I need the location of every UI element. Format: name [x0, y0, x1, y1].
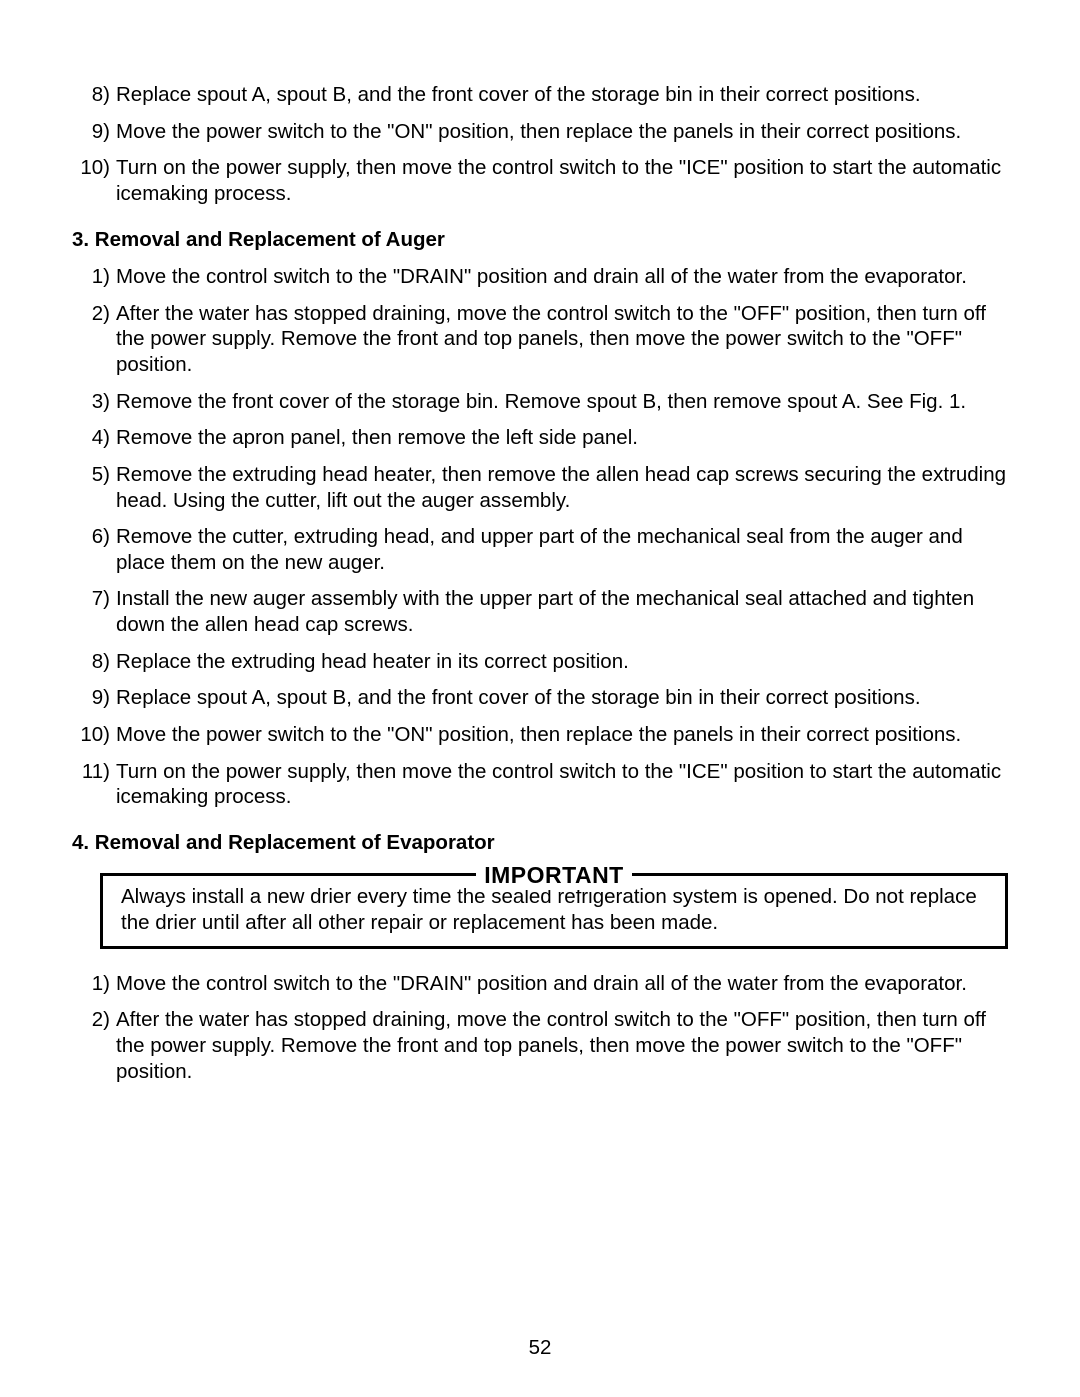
step-text: After the water has stopped draining, mo… [116, 301, 1008, 378]
section-3-steps-list: 1) Move the control switch to the "DRAIN… [72, 264, 1008, 810]
step-number: 4) [72, 425, 116, 451]
list-item: 4) Remove the apron panel, then remove t… [72, 425, 1008, 451]
step-number: 10) [72, 722, 116, 748]
step-number: 5) [72, 462, 116, 513]
step-text: Move the power switch to the "ON" positi… [116, 119, 1008, 145]
step-text: Remove the apron panel, then remove the … [116, 425, 1008, 451]
step-number: 2) [72, 301, 116, 378]
list-item: 9) Move the power switch to the "ON" pos… [72, 119, 1008, 145]
step-number: 9) [72, 685, 116, 711]
step-number: 7) [72, 586, 116, 637]
step-text: Remove the cutter, extruding head, and u… [116, 524, 1008, 575]
important-text: Always install a new drier every time th… [121, 884, 987, 935]
step-number: 11) [72, 759, 116, 810]
list-item: 3) Remove the front cover of the storage… [72, 389, 1008, 415]
step-text: Replace spout A, spout B, and the front … [116, 82, 1008, 108]
list-item: 10) Turn on the power supply, then move … [72, 155, 1008, 206]
step-text: Replace spout A, spout B, and the front … [116, 685, 1008, 711]
intro-steps-list: 8) Replace spout A, spout B, and the fro… [72, 82, 1008, 207]
step-number: 1) [72, 971, 116, 997]
step-text: Replace the extruding head heater in its… [116, 649, 1008, 675]
step-number: 9) [72, 119, 116, 145]
list-item: 11) Turn on the power supply, then move … [72, 759, 1008, 810]
list-item: 2) After the water has stopped draining,… [72, 301, 1008, 378]
step-number: 3) [72, 389, 116, 415]
step-text: Move the control switch to the "DRAIN" p… [116, 264, 1008, 290]
step-number: 10) [72, 155, 116, 206]
list-item: 7) Install the new auger assembly with t… [72, 586, 1008, 637]
step-number: 8) [72, 82, 116, 108]
list-item: 9) Replace spout A, spout B, and the fro… [72, 685, 1008, 711]
step-text: Remove the front cover of the storage bi… [116, 389, 1008, 415]
list-item: 10) Move the power switch to the "ON" po… [72, 722, 1008, 748]
step-number: 2) [72, 1007, 116, 1084]
step-number: 6) [72, 524, 116, 575]
list-item: 8) Replace the extruding head heater in … [72, 649, 1008, 675]
important-callout: IMPORTANT Always install a new drier eve… [100, 873, 1008, 948]
section-4-steps-list: 1) Move the control switch to the "DRAIN… [72, 971, 1008, 1085]
step-text: Move the control switch to the "DRAIN" p… [116, 971, 1008, 997]
list-item: 8) Replace spout A, spout B, and the fro… [72, 82, 1008, 108]
document-page: 8) Replace spout A, spout B, and the fro… [0, 0, 1080, 1397]
step-text: After the water has stopped draining, mo… [116, 1007, 1008, 1084]
step-text: Turn on the power supply, then move the … [116, 155, 1008, 206]
list-item: 6) Remove the cutter, extruding head, an… [72, 524, 1008, 575]
step-text: Turn on the power supply, then move the … [116, 759, 1008, 810]
page-number: 52 [0, 1335, 1080, 1361]
step-number: 1) [72, 264, 116, 290]
step-number: 8) [72, 649, 116, 675]
section-3-heading: 3. Removal and Replacement of Auger [72, 227, 1008, 253]
list-item: 5) Remove the extruding head heater, the… [72, 462, 1008, 513]
list-item: 2) After the water has stopped draining,… [72, 1007, 1008, 1084]
list-item: 1) Move the control switch to the "DRAIN… [72, 971, 1008, 997]
list-item: 1) Move the control switch to the "DRAIN… [72, 264, 1008, 290]
step-text: Move the power switch to the "ON" positi… [116, 722, 1008, 748]
step-text: Remove the extruding head heater, then r… [116, 462, 1008, 513]
step-text: Install the new auger assembly with the … [116, 586, 1008, 637]
section-4-heading: 4. Removal and Replacement of Evaporator [72, 830, 1008, 856]
